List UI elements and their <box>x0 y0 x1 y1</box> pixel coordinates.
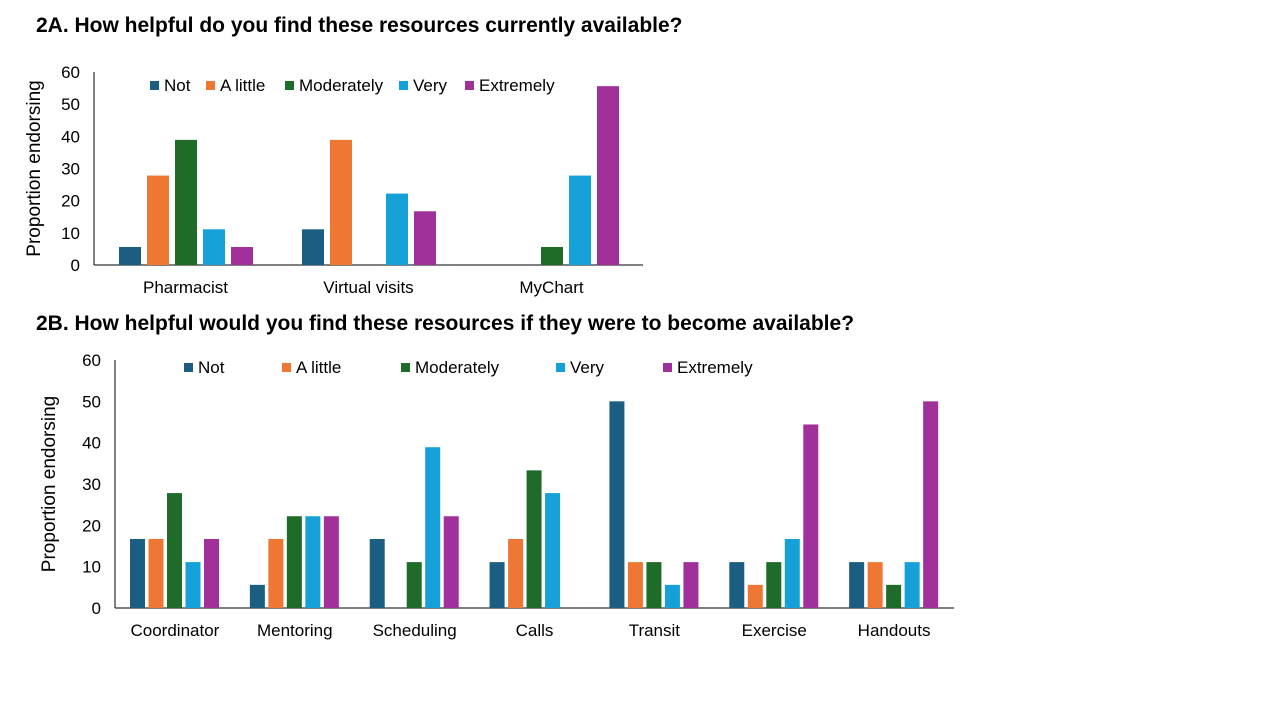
chart-a-legend-swatch-extremely <box>465 81 474 90</box>
chart-b-bar-extremely-exercise <box>803 424 819 608</box>
chart-a-y-tick-label: 40 <box>61 127 80 146</box>
chart-b-y-tick-label: 60 <box>82 351 101 370</box>
chart-a-y-tick-label: 30 <box>61 160 80 179</box>
chart-b-bar-not-handouts <box>849 562 865 608</box>
chart-b-legend-label: Not <box>198 358 225 377</box>
chart-a-legend-swatch-very <box>399 81 408 90</box>
chart-b-bar-extremely-scheduling <box>443 516 459 608</box>
chart-a-bar-moderately-mychart <box>541 246 563 265</box>
chart-b-bar-very-mentoring <box>305 516 321 608</box>
chart-a-bar-not-virtual-visits <box>302 229 324 265</box>
chart-b-bar-moderately-exercise <box>766 562 782 608</box>
chart-b-bar-moderately-transit <box>646 562 662 608</box>
chart-b-legend-label: Moderately <box>415 358 500 377</box>
chart-b-bar-not-scheduling <box>369 538 385 608</box>
chart-b-category-label: Handouts <box>858 621 931 640</box>
chart-b-bar-moderately-coordinator <box>167 493 182 608</box>
chart-b-y-tick-label: 30 <box>82 475 101 494</box>
chart-b-bar-moderately-scheduling <box>406 562 422 608</box>
chart-b-bar-moderately-handouts <box>886 584 902 608</box>
chart-b-bar-not-mentoring <box>249 584 265 608</box>
chart-a-bar-very-mychart <box>569 175 591 265</box>
chart-b-legend-label: A little <box>296 358 341 377</box>
chart-a-y-axis-label: Proportion endorsing <box>24 80 45 256</box>
chart-a-legend-swatch-not <box>150 81 159 90</box>
chart-b-title: 2B. How helpful would you find these res… <box>36 312 855 335</box>
chart-a-y-tick-label: 60 <box>61 63 80 82</box>
chart-b-bar-very-exercise <box>784 538 800 608</box>
chart-a-legend-label: A little <box>220 76 265 95</box>
chart-b-bar-a-little-coordinator <box>148 538 164 608</box>
chart-b-bar-a-little-handouts <box>867 562 883 608</box>
chart-b-bar-extremely-handouts <box>923 401 939 608</box>
chart-b-bar-very-calls <box>545 493 561 608</box>
chart-b-legend-swatch-extremely <box>663 363 672 372</box>
chart-a-bar-a-little-virtual-visits <box>330 139 352 265</box>
chart-b-bar-extremely-coordinator <box>204 538 219 608</box>
chart-b-bar-a-little-exercise <box>747 584 763 608</box>
chart-a-category-label: MyChart <box>519 278 584 297</box>
chart-a-bar-extremely-virtual-visits <box>414 211 436 265</box>
chart-a-y-tick-label: 10 <box>61 224 80 243</box>
chart-b-legend-swatch-a-little <box>282 363 291 372</box>
chart-b-bar-extremely-mentoring <box>323 516 339 608</box>
chart-b-bar-extremely-transit <box>683 562 699 608</box>
chart-b-bar-very-handouts <box>904 562 920 608</box>
chart-a-bar-moderately-pharmacist <box>175 139 197 265</box>
chart-b-bar-very-scheduling <box>425 447 441 608</box>
chart-a-legend-label: Extremely <box>479 76 555 95</box>
chart-b-y-tick-label: 10 <box>82 558 101 577</box>
chart-b-bar-not-transit <box>609 401 625 608</box>
chart-a-y-tick-label: 20 <box>61 192 80 211</box>
chart-a-y-tick-label: 50 <box>61 95 80 114</box>
chart-b-bar-very-transit <box>664 584 680 608</box>
chart-a-title: 2A. How helpful do you find these resour… <box>36 14 683 37</box>
chart-a-bar-extremely-pharmacist <box>231 246 253 265</box>
chart-a-legend-swatch-a-little <box>206 81 215 90</box>
chart-b-category-label: Calls <box>516 621 554 640</box>
chart-b-legend-label: Very <box>570 358 605 377</box>
chart-b-category-label: Exercise <box>742 621 807 640</box>
chart-b-bar-moderately-mentoring <box>286 516 302 608</box>
chart-b-y-axis-label: Proportion endorsing <box>39 396 60 572</box>
chart-b-bar-a-little-calls <box>508 538 524 608</box>
chart-a-category-label: Virtual visits <box>323 278 413 297</box>
chart-b-category-label: Coordinator <box>131 621 220 640</box>
chart-b-category-label: Transit <box>629 621 681 640</box>
chart-a-bar-very-pharmacist <box>203 229 225 265</box>
chart-a-y-tick-label: 0 <box>71 256 80 275</box>
chart-a-legend-label: Very <box>413 76 448 95</box>
chart-b-bar-not-calls <box>489 562 505 608</box>
chart-b-y-tick-label: 50 <box>82 392 101 411</box>
chart-b-legend-label: Extremely <box>677 358 753 377</box>
chart-b-bar-moderately-calls <box>526 470 542 608</box>
chart-a-legend-label: Moderately <box>299 76 384 95</box>
chart-a-bar-extremely-mychart <box>597 86 619 265</box>
chart-b-bar-a-little-transit <box>627 562 643 608</box>
chart-a-legend-label: Not <box>164 76 191 95</box>
chart-b-legend-swatch-not <box>184 363 193 372</box>
chart-b-y-tick-label: 0 <box>92 599 101 618</box>
chart-b-category-label: Mentoring <box>257 621 333 640</box>
chart-b-bar-not-exercise <box>729 562 745 608</box>
chart-a-bar-not-pharmacist <box>119 246 141 265</box>
chart-a-category-label: Pharmacist <box>143 278 228 297</box>
chart-b-bar-not-coordinator <box>130 538 145 608</box>
chart-a-legend-swatch-moderately <box>285 81 294 90</box>
chart-a-bar-very-virtual-visits <box>386 193 408 265</box>
chart-a-bar-a-little-pharmacist <box>147 175 169 265</box>
chart-b-bar-a-little-mentoring <box>268 538 284 608</box>
chart-b-bar-very-coordinator <box>185 562 201 608</box>
chart-b-y-tick-label: 20 <box>82 516 101 535</box>
chart-b-legend-swatch-very <box>556 363 565 372</box>
chart-b-category-label: Scheduling <box>373 621 457 640</box>
chart-b-y-tick-label: 40 <box>82 434 101 453</box>
chart-b-legend-swatch-moderately <box>401 363 410 372</box>
